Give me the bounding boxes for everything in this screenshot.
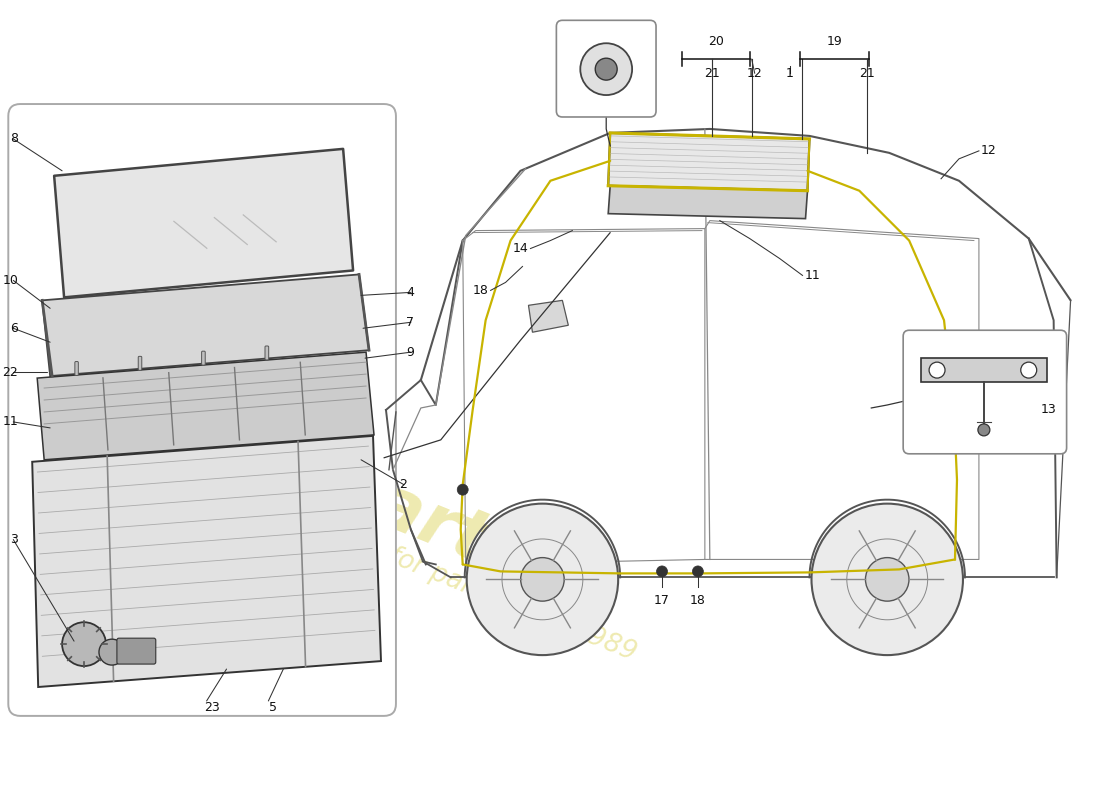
Text: eurosparts: eurosparts: [103, 365, 539, 594]
Circle shape: [466, 504, 618, 655]
Text: 18: 18: [473, 284, 488, 297]
Circle shape: [581, 43, 632, 95]
Text: 14: 14: [513, 242, 528, 255]
Circle shape: [595, 58, 617, 80]
Polygon shape: [528, 300, 569, 332]
Text: 11: 11: [2, 415, 19, 429]
FancyBboxPatch shape: [903, 330, 1067, 454]
Circle shape: [866, 558, 909, 601]
FancyBboxPatch shape: [201, 351, 206, 365]
Text: 10: 10: [2, 274, 19, 287]
FancyBboxPatch shape: [9, 104, 396, 716]
Circle shape: [458, 484, 469, 495]
Text: 6: 6: [10, 322, 19, 334]
Text: a passion for parts since 1989: a passion for parts since 1989: [261, 493, 640, 666]
Text: 21: 21: [859, 66, 876, 80]
Polygon shape: [32, 436, 381, 687]
Circle shape: [978, 424, 990, 436]
FancyBboxPatch shape: [117, 638, 156, 664]
Text: 12: 12: [747, 66, 762, 80]
Text: 20: 20: [708, 35, 724, 48]
Text: 7: 7: [406, 316, 414, 329]
Circle shape: [930, 362, 945, 378]
Polygon shape: [608, 186, 807, 218]
Circle shape: [99, 639, 125, 665]
Text: 12: 12: [981, 144, 997, 158]
Circle shape: [520, 558, 564, 601]
Text: 21: 21: [704, 66, 719, 80]
Text: 3: 3: [10, 533, 19, 546]
Text: 13: 13: [1041, 403, 1056, 417]
Text: 9: 9: [406, 346, 414, 358]
Text: 1: 1: [785, 66, 793, 80]
Text: 23: 23: [204, 701, 220, 714]
Circle shape: [1021, 362, 1036, 378]
Polygon shape: [54, 149, 353, 298]
Text: 5: 5: [270, 701, 277, 714]
Text: 2: 2: [399, 478, 407, 491]
Polygon shape: [42, 274, 369, 376]
Text: 17: 17: [654, 594, 670, 607]
Circle shape: [812, 504, 962, 655]
FancyBboxPatch shape: [265, 346, 268, 360]
FancyBboxPatch shape: [139, 356, 142, 370]
Text: 18: 18: [690, 594, 706, 607]
Polygon shape: [608, 133, 810, 190]
Polygon shape: [921, 358, 1047, 382]
Text: 8: 8: [10, 133, 19, 146]
Circle shape: [62, 622, 106, 666]
Polygon shape: [37, 352, 374, 460]
Text: 19: 19: [826, 35, 843, 48]
Text: 11: 11: [804, 269, 821, 282]
FancyBboxPatch shape: [557, 20, 656, 117]
Text: 22: 22: [2, 366, 19, 378]
Circle shape: [692, 566, 703, 577]
Text: 4: 4: [406, 286, 414, 299]
Circle shape: [657, 566, 668, 577]
FancyBboxPatch shape: [75, 362, 78, 375]
